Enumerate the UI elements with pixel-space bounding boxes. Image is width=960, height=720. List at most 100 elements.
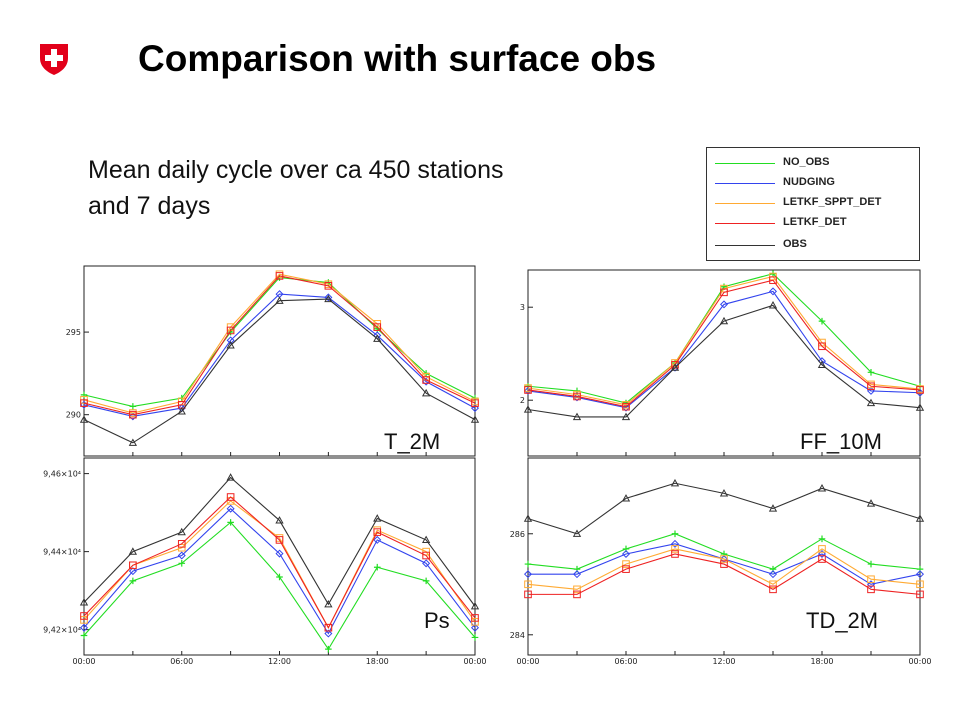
data-point xyxy=(866,580,876,589)
series-obs xyxy=(523,478,925,537)
data-point xyxy=(373,514,382,522)
series-line xyxy=(527,304,921,418)
series-letkf-det xyxy=(80,272,479,419)
data-point xyxy=(621,494,631,502)
data-point xyxy=(422,577,430,585)
data-point xyxy=(79,415,89,423)
legend-label: LETKF_SPPT_DET xyxy=(783,196,882,208)
x-tick-label: 06:00 xyxy=(614,657,637,666)
data-point xyxy=(373,535,382,544)
data-point xyxy=(671,545,679,553)
panel-title: FF_10M xyxy=(800,429,882,454)
series-obs xyxy=(523,301,925,421)
data-point xyxy=(818,342,826,351)
data-point xyxy=(768,504,778,512)
data-point xyxy=(470,601,480,610)
data-point xyxy=(470,404,480,413)
data-point xyxy=(275,536,284,544)
data-point xyxy=(621,549,631,558)
data-point xyxy=(325,645,332,653)
data-point xyxy=(916,590,924,599)
data-point xyxy=(275,516,284,524)
subtitle-line-1: Mean daily cycle over ca 450 stations xyxy=(88,156,504,184)
data-point xyxy=(275,272,284,280)
y-tick-label: 3 xyxy=(520,303,525,312)
data-point xyxy=(276,573,283,581)
legend-item-no-obs: NO_OBS xyxy=(715,156,915,172)
legend-label: OBS xyxy=(783,238,807,250)
data-point xyxy=(670,478,680,487)
chart-panel-t-2m: 290 295 T_2M xyxy=(66,265,480,457)
series-line xyxy=(83,275,476,416)
data-point xyxy=(80,399,88,407)
legend-label: NUDGING xyxy=(783,176,835,188)
data-point xyxy=(421,535,431,544)
data-point xyxy=(177,543,186,552)
series-nudging xyxy=(79,290,480,421)
data-point xyxy=(373,528,382,536)
data-point xyxy=(275,296,284,304)
data-point xyxy=(422,551,430,560)
data-point xyxy=(226,326,235,335)
series-letkf-sppt-det xyxy=(524,272,924,409)
data-point xyxy=(720,560,728,568)
data-point xyxy=(573,392,581,401)
series-line xyxy=(83,298,476,444)
data-point xyxy=(818,317,826,325)
data-point xyxy=(80,612,88,620)
legend-label: LETKF_DET xyxy=(783,216,847,228)
data-point xyxy=(80,632,88,639)
x-tick-label: 18:00 xyxy=(366,657,389,666)
data-point xyxy=(573,590,581,599)
data-point xyxy=(622,402,630,411)
swiss-shield-logo xyxy=(38,42,70,76)
data-point xyxy=(572,529,582,537)
x-tick-label: 00:00 xyxy=(516,657,539,666)
slide-subtitle: Mean daily cycle over ca 450 stations an… xyxy=(88,152,504,224)
data-point xyxy=(818,545,826,553)
series-line xyxy=(83,293,476,417)
series-line xyxy=(83,273,476,414)
data-point xyxy=(373,563,381,571)
data-point xyxy=(719,316,729,325)
data-point xyxy=(275,549,284,558)
x-tick-label: 00:00 xyxy=(72,657,95,666)
data-point xyxy=(422,559,431,568)
data-point xyxy=(719,489,729,497)
data-point xyxy=(471,614,479,622)
data-point xyxy=(572,570,582,579)
data-point xyxy=(421,388,431,397)
chart-legend: NO_OBS NUDGING LETKF_SPPT_DET LETKF_DET … xyxy=(706,147,920,261)
data-point xyxy=(622,565,630,573)
legend-swatch xyxy=(715,183,775,184)
data-point xyxy=(572,412,582,421)
legend-swatch xyxy=(715,223,775,224)
data-point xyxy=(226,336,235,345)
y-tick-label: 290 xyxy=(66,411,81,420)
data-point xyxy=(177,540,186,548)
data-point xyxy=(324,293,333,302)
subtitle-line-2: and 7 days xyxy=(88,192,211,220)
data-point xyxy=(471,618,479,626)
series-letkf-det xyxy=(524,550,924,599)
data-point xyxy=(128,567,137,576)
data-point xyxy=(866,398,876,407)
chart-panel-ff-10m: 2 3 FF_10M xyxy=(520,269,925,457)
y-tick-label: 295 xyxy=(66,328,81,337)
data-point xyxy=(670,539,680,548)
series-no-obs xyxy=(524,530,924,573)
data-point xyxy=(720,555,728,563)
x-tick-label: 12:00 xyxy=(268,657,291,666)
data-point xyxy=(129,403,137,410)
legend-swatch xyxy=(715,203,775,204)
series-obs xyxy=(79,294,480,446)
data-point xyxy=(524,580,532,589)
series-line xyxy=(527,482,921,535)
data-point xyxy=(671,530,679,538)
data-point xyxy=(769,270,777,278)
data-point xyxy=(470,623,480,632)
y-tick-label: 9,42×10⁴ xyxy=(43,626,81,635)
data-point xyxy=(373,323,382,331)
data-point xyxy=(915,514,925,522)
